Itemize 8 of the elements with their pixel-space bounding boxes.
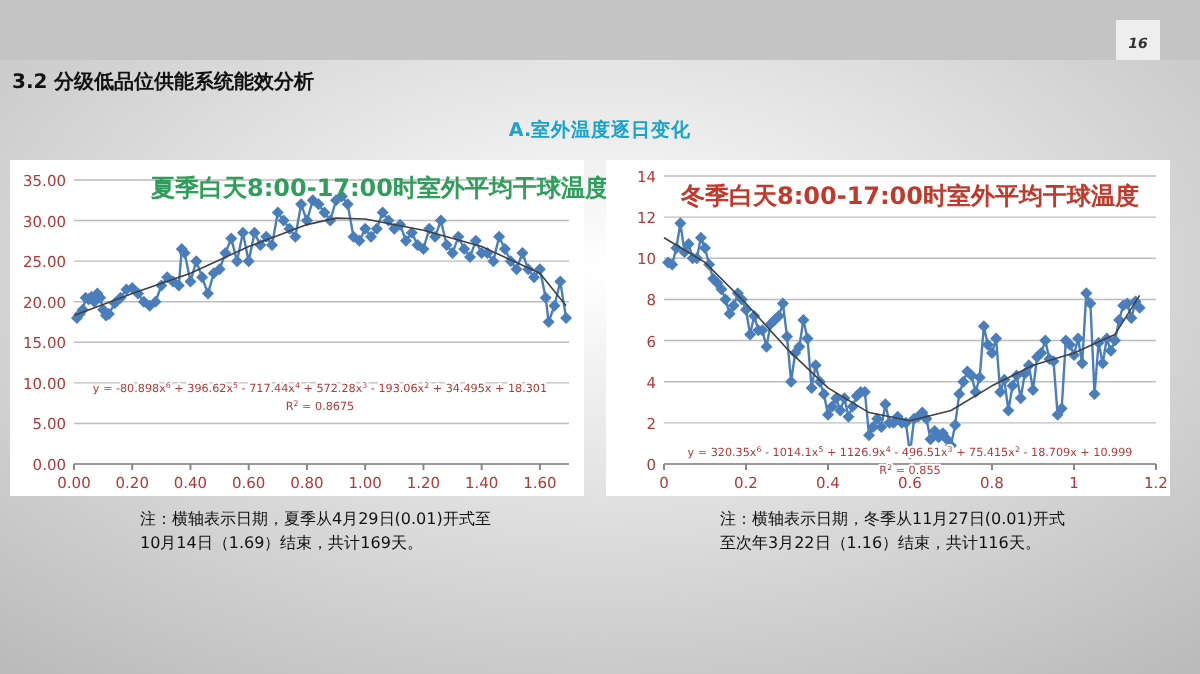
text: 注：横轴表示日期，冬季从11月27日(0.01)开式 [720, 510, 1065, 528]
chart-title: 冬季白天8:00-17:00时室外平均干球温度 [678, 182, 1140, 210]
text: A.室外温度逐日变化 [508, 118, 694, 142]
chart-title: 夏季白天8:00-17:00时室外平均干球温度 [148, 174, 610, 202]
text: 至次年3月22日（1.16）结束，共计116天。 [720, 534, 1041, 552]
text: 3.2 分级低品位供能系统能效分析 [12, 70, 315, 94]
text: 10月14日（1.69）结束，共计169天。 [140, 534, 423, 552]
text: 注：横轴表示日期，夏季从4月29日(0.01)开式至 [140, 510, 491, 528]
